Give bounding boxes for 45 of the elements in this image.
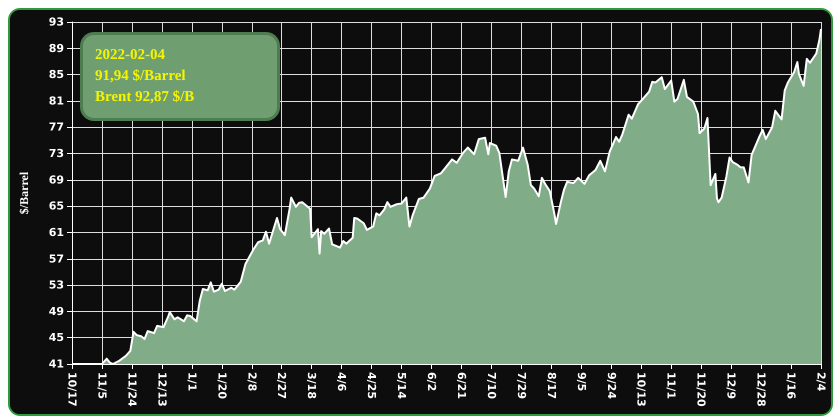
x-tick-label: 12/9 [724, 372, 738, 399]
x-tick-label: 4/6 [335, 372, 348, 392]
x-tick-label: 10/13 [634, 372, 648, 407]
x-tick-label: 6/2 [425, 372, 438, 392]
y-tick-label: 49 [48, 304, 64, 318]
y-tick-label: 77 [48, 120, 64, 134]
y-tick-label: 73 [48, 147, 64, 160]
y-tick-label: 65 [48, 200, 64, 213]
y-axis-title: $/Barrel [17, 171, 31, 214]
x-tick-label: 2/27 [275, 372, 288, 399]
x-tick-label: 12/28 [754, 372, 768, 407]
x-tick-label: 11/5 [95, 372, 108, 399]
y-tick-label: 45 [48, 331, 64, 344]
annotation: 91,94 $/Barrel [95, 67, 187, 86]
x-tick-label: 1/1 [185, 372, 198, 392]
x-tick-label: 11/1 [664, 372, 678, 399]
x-tick-label: 10/17 [66, 372, 78, 407]
x-tick-label: 9/24 [604, 372, 618, 400]
x-tick-label: 1/20 [215, 372, 228, 400]
x-tick-label: 2/4 [814, 372, 828, 392]
y-tick-label: 69 [48, 173, 64, 186]
annotation: 2022-02-04 [95, 46, 166, 65]
x-tick-label: 3/18 [305, 372, 318, 399]
y-tick-label: 41 [48, 358, 64, 370]
x-tick-label: 2/8 [245, 372, 258, 392]
x-tick-label: 4/25 [365, 372, 378, 399]
x-tick-label: 7/10 [484, 372, 498, 400]
x-tick-label: 11/20 [694, 372, 708, 407]
x-tick-label: 5/14 [395, 372, 408, 400]
x-tick-label: 6/21 [454, 372, 468, 399]
x-tick-label: 11/24 [125, 372, 138, 407]
y-tick-label: 61 [48, 226, 64, 239]
y-tick-label: 57 [48, 252, 64, 266]
y-tick-label: 85 [48, 68, 64, 82]
note-box: 2022-02-04 91,94 $/Barrel Brent 92,87 $/B [80, 32, 280, 121]
x-tick-label: 8/17 [544, 372, 558, 399]
y-tick-label: 93 [48, 16, 64, 28]
annotation: Brent 92,87 $/B [95, 88, 196, 107]
x-tick-label: 12/13 [155, 372, 168, 407]
y-tick-label: 81 [48, 94, 64, 108]
y-tick-label: 89 [48, 42, 64, 55]
x-tick-label: 1/16 [784, 372, 798, 400]
x-tick-label: 9/5 [574, 372, 588, 392]
y-tick-label: 53 [48, 278, 64, 292]
x-tick-label: 7/29 [514, 372, 528, 399]
